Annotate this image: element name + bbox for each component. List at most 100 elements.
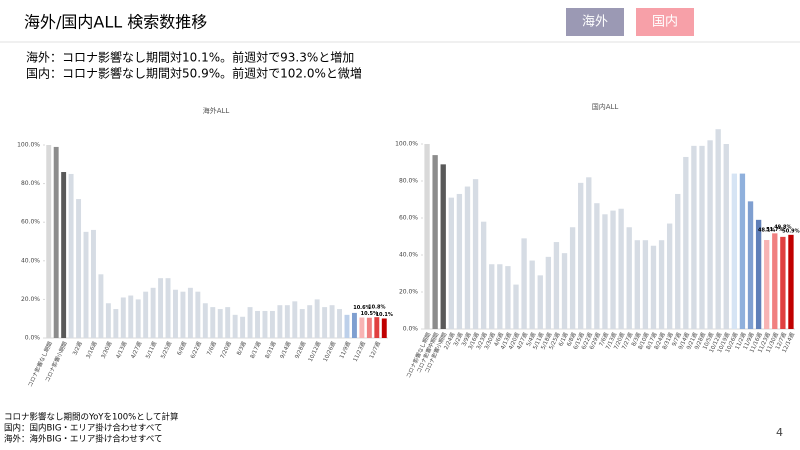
data-label: 48.1%	[758, 228, 775, 234]
bar	[53, 146, 59, 338]
bar	[561, 253, 568, 329]
bar	[232, 314, 238, 338]
bar	[666, 223, 673, 329]
bar	[351, 312, 357, 338]
bar	[307, 305, 313, 338]
tab-label[interactable]: 国内	[652, 14, 678, 30]
note: 国内：国内BIG・エリア掛け合わせすべて	[4, 423, 163, 434]
bar	[642, 240, 649, 329]
tab-label[interactable]: 海外	[582, 15, 608, 30]
bar	[731, 173, 738, 329]
y-tick-label: 80.0%	[21, 180, 40, 187]
bar	[513, 284, 519, 329]
bar	[120, 297, 126, 338]
bar	[322, 307, 328, 338]
bar	[699, 145, 705, 329]
bar	[314, 299, 320, 338]
y-tick-label: 20.0%	[21, 296, 40, 303]
bar	[135, 299, 141, 338]
bar	[217, 309, 223, 338]
bar	[150, 287, 156, 338]
bar	[658, 240, 665, 329]
y-tick-label: 20.0%	[399, 289, 418, 296]
bar	[76, 199, 82, 338]
tab-overseas[interactable]	[566, 8, 624, 36]
tab-domestic[interactable]	[636, 8, 694, 36]
bar	[424, 144, 430, 329]
data-label: 10.5%	[361, 311, 378, 317]
bar	[202, 303, 208, 338]
y-tick-label: 100.0%	[395, 141, 418, 148]
bar	[337, 309, 342, 338]
bar	[578, 182, 584, 329]
bar	[255, 310, 260, 338]
bar	[650, 245, 657, 329]
bar	[683, 156, 689, 329]
bar	[537, 275, 543, 329]
y-tick-label: 100.0%	[17, 142, 40, 149]
bar	[366, 317, 372, 338]
bar	[497, 264, 503, 329]
y-tick-label: 0.0%	[403, 326, 419, 333]
bar	[707, 140, 713, 329]
slide-title: 海外/国内ALL 検索数推移	[24, 13, 207, 32]
bar	[359, 317, 365, 338]
bar	[780, 236, 786, 329]
bar	[292, 301, 298, 338]
summary-line: 海外：コロナ影響なし期間対10.1%。前週対で93.3%と増加	[26, 50, 354, 65]
bar	[165, 278, 171, 338]
bar	[344, 314, 350, 338]
bar	[464, 186, 471, 329]
bar	[105, 303, 111, 338]
y-tick-label: 40.0%	[399, 252, 418, 259]
bar	[113, 309, 119, 338]
bar	[68, 173, 74, 338]
chart-title: 国内ALL	[592, 102, 619, 111]
bar	[128, 295, 134, 338]
data-label: 49.8%	[774, 224, 791, 230]
y-tick-label: 60.0%	[399, 215, 418, 222]
note: コロナ影響なし期間のYoYを100%として計算	[4, 412, 179, 423]
bar	[739, 173, 746, 329]
bar	[210, 307, 216, 338]
bar	[553, 242, 560, 329]
bar	[586, 177, 592, 329]
bar	[772, 233, 778, 329]
bar	[715, 129, 721, 329]
page-number: 4	[776, 426, 783, 439]
bar	[602, 214, 608, 329]
bar	[46, 145, 52, 338]
note: 海外：海外BIG・エリア掛け合わせすべて	[4, 434, 163, 445]
bar	[262, 310, 268, 338]
bar	[329, 305, 335, 338]
bar	[545, 256, 552, 329]
bar	[755, 219, 762, 329]
data-label: 10.8%	[368, 305, 385, 311]
bar	[374, 317, 380, 338]
bar	[98, 274, 104, 338]
bar	[91, 229, 96, 338]
bar	[456, 193, 463, 329]
bar	[269, 310, 275, 338]
bar	[675, 193, 681, 329]
bar	[521, 238, 527, 329]
bar	[610, 210, 616, 329]
bar	[747, 201, 754, 329]
summary-line: 国内：コロナ影響なし期間対50.9%。前週対で102.0%と微増	[26, 66, 362, 81]
bar	[594, 203, 600, 329]
bar	[788, 234, 794, 329]
bar	[432, 155, 438, 329]
bar	[277, 305, 283, 338]
bar	[247, 307, 253, 338]
bar	[381, 318, 387, 338]
bar	[61, 172, 67, 338]
bar	[529, 260, 535, 329]
bar	[764, 240, 770, 329]
bar	[618, 208, 624, 329]
bar	[240, 316, 246, 338]
bar	[480, 221, 487, 329]
bar	[158, 278, 164, 338]
data-label: 10.6%	[353, 305, 370, 311]
bar	[691, 145, 697, 329]
bar	[187, 287, 193, 338]
